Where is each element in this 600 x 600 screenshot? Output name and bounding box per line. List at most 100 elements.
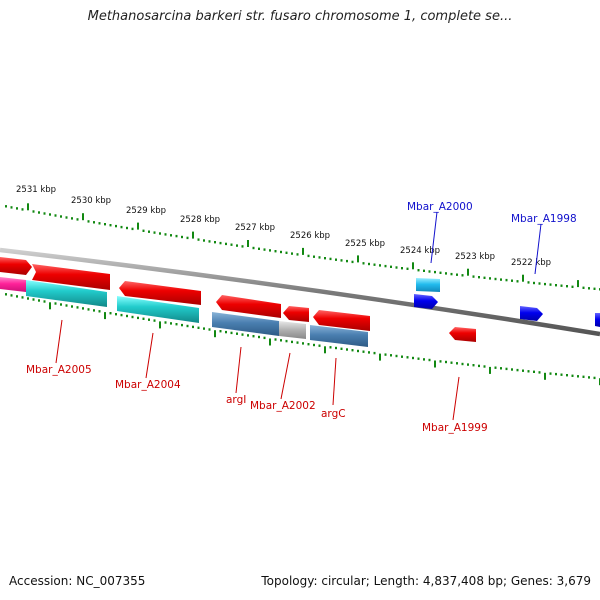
gene-magenta-1[interactable] <box>0 277 26 292</box>
outer-scale-major-tick <box>522 274 524 282</box>
gene-blue-f3[interactable] <box>595 313 600 327</box>
leader-mbar-a2005 <box>55 319 63 364</box>
inner-scale-minor-tick <box>236 332 238 335</box>
outer-scale-minor-tick <box>566 285 568 288</box>
gene-blue-f1[interactable] <box>414 294 438 309</box>
outer-scale-minor-tick <box>329 257 332 261</box>
inner-scale-minor-tick <box>362 350 365 353</box>
gene-cyan-2[interactable] <box>117 296 199 323</box>
gene-steel-2[interactable] <box>310 325 368 347</box>
gene-red-f2[interactable] <box>32 264 110 290</box>
inner-scale-minor-tick <box>456 362 458 365</box>
gene-gray-1[interactable] <box>279 321 306 339</box>
outer-scale-minor-tick <box>571 285 574 288</box>
inner-scale-major-tick <box>49 302 51 310</box>
outer-scale-minor-tick <box>516 280 519 283</box>
inner-scale-minor-tick <box>423 358 425 361</box>
outer-scale-minor-tick <box>252 246 255 250</box>
leader-mbar-a2004 <box>145 332 154 379</box>
outer-scale-minor-tick <box>450 272 453 276</box>
outer-scale-minor-tick <box>423 269 425 272</box>
outer-scale-minor-tick <box>456 273 458 276</box>
inner-scale-minor-tick <box>505 367 508 371</box>
inner-scale-minor-tick <box>71 305 73 308</box>
gene-red-f3[interactable] <box>119 281 201 305</box>
inner-scale-minor-tick <box>412 356 414 360</box>
outer-scale-minor-tick <box>98 222 101 225</box>
outer-scale-major-tick <box>27 203 29 211</box>
label-mbar-a2000[interactable]: Mbar_A2000 <box>407 201 473 213</box>
outer-scale-minor-tick <box>38 211 40 214</box>
label-mbar-a2005[interactable]: Mbar_A2005 <box>26 364 92 376</box>
gene-red-f4[interactable] <box>216 295 281 318</box>
kbp-label-2527: 2527 kbp <box>235 223 275 233</box>
inner-scale-minor-tick <box>582 375 585 378</box>
inner-scale-minor-tick <box>109 312 112 315</box>
inner-scale-major-tick <box>324 346 326 354</box>
topology-text: Topology: circular; Length: 4,837,408 bp… <box>261 574 591 588</box>
inner-scale-minor-tick <box>93 309 95 312</box>
outer-scale-minor-tick <box>362 262 365 265</box>
inner-scale-minor-tick <box>417 357 420 360</box>
inner-scale-major-tick <box>379 353 381 361</box>
outer-scale-minor-tick <box>296 253 299 256</box>
inner-scale-minor-tick <box>203 327 205 330</box>
outer-scale-minor-tick <box>175 234 178 238</box>
label-argc[interactable]: argC <box>321 408 346 420</box>
inner-scale-minor-tick <box>516 368 519 372</box>
inner-scale-minor-tick <box>197 326 200 329</box>
leader-mbar-a2000 <box>430 211 438 264</box>
outer-scale-minor-tick <box>335 258 337 261</box>
outer-scale-minor-tick <box>445 272 447 275</box>
outer-scale-minor-tick <box>533 281 535 285</box>
outer-scale-minor-tick <box>340 259 343 262</box>
label-mbar-a2002[interactable]: Mbar_A2002 <box>250 400 316 412</box>
outer-scale-minor-tick <box>43 212 46 215</box>
inner-scale-minor-tick <box>588 376 590 379</box>
gene-red-f1[interactable] <box>0 257 32 275</box>
inner-scale-minor-tick <box>21 296 24 299</box>
inner-scale-minor-tick <box>120 313 123 317</box>
gene-cyan-1[interactable] <box>26 280 107 307</box>
leader-argi <box>235 346 242 394</box>
label-argi[interactable]: argI <box>226 394 246 406</box>
gene-red-f5[interactable] <box>283 306 309 322</box>
inner-scale-minor-tick <box>329 346 332 349</box>
outer-scale-minor-tick <box>280 250 282 254</box>
inner-scale-minor-tick <box>384 353 387 356</box>
inner-scale-minor-tick <box>368 351 370 354</box>
accession-text: Accession: NC_007355 <box>9 574 146 588</box>
outer-scale-minor-tick <box>120 225 123 229</box>
gene-steel-1[interactable] <box>212 312 279 336</box>
outer-scale-minor-tick <box>489 277 491 280</box>
label-mbar-a1999[interactable]: Mbar_A1999 <box>422 422 488 434</box>
gene-red-f6[interactable] <box>313 310 370 331</box>
outer-scale-minor-tick <box>208 240 211 243</box>
kbp-label-2530: 2530 kbp <box>71 196 111 206</box>
kbp-label-2529: 2529 kbp <box>126 206 166 216</box>
gene-red-f7[interactable] <box>449 327 476 342</box>
inner-scale-minor-tick <box>181 323 183 327</box>
inner-scale-minor-tick <box>340 347 343 350</box>
outer-scale-minor-tick <box>230 243 233 246</box>
inner-scale-minor-tick <box>192 325 194 329</box>
inner-scale-minor-tick <box>60 303 62 306</box>
inner-scale-minor-tick <box>137 316 139 320</box>
label-mbar-a2004[interactable]: Mbar_A2004 <box>115 379 181 391</box>
gene-blue-f2[interactable] <box>520 306 543 321</box>
outer-scale-minor-tick <box>263 248 266 251</box>
outer-scale-minor-tick <box>483 276 486 279</box>
gene-lightblue-f1[interactable] <box>416 278 440 292</box>
inner-scale-minor-tick <box>401 355 403 358</box>
inner-scale-minor-tick <box>296 341 299 344</box>
inner-scale-minor-tick <box>285 339 288 343</box>
inner-scale-minor-tick <box>335 346 337 350</box>
label-mbar-a1998[interactable]: Mbar_A1998 <box>511 213 577 225</box>
outer-scale-minor-tick <box>16 207 18 210</box>
outer-scale-minor-tick <box>76 218 79 221</box>
map-title: Methanosarcina barkeri str. fusaro chrom… <box>87 9 513 24</box>
inner-scale-minor-tick <box>346 348 348 351</box>
inner-scale-minor-tick <box>219 330 222 333</box>
inner-scale-minor-tick <box>16 295 18 298</box>
outer-scale-minor-tick <box>406 267 409 270</box>
